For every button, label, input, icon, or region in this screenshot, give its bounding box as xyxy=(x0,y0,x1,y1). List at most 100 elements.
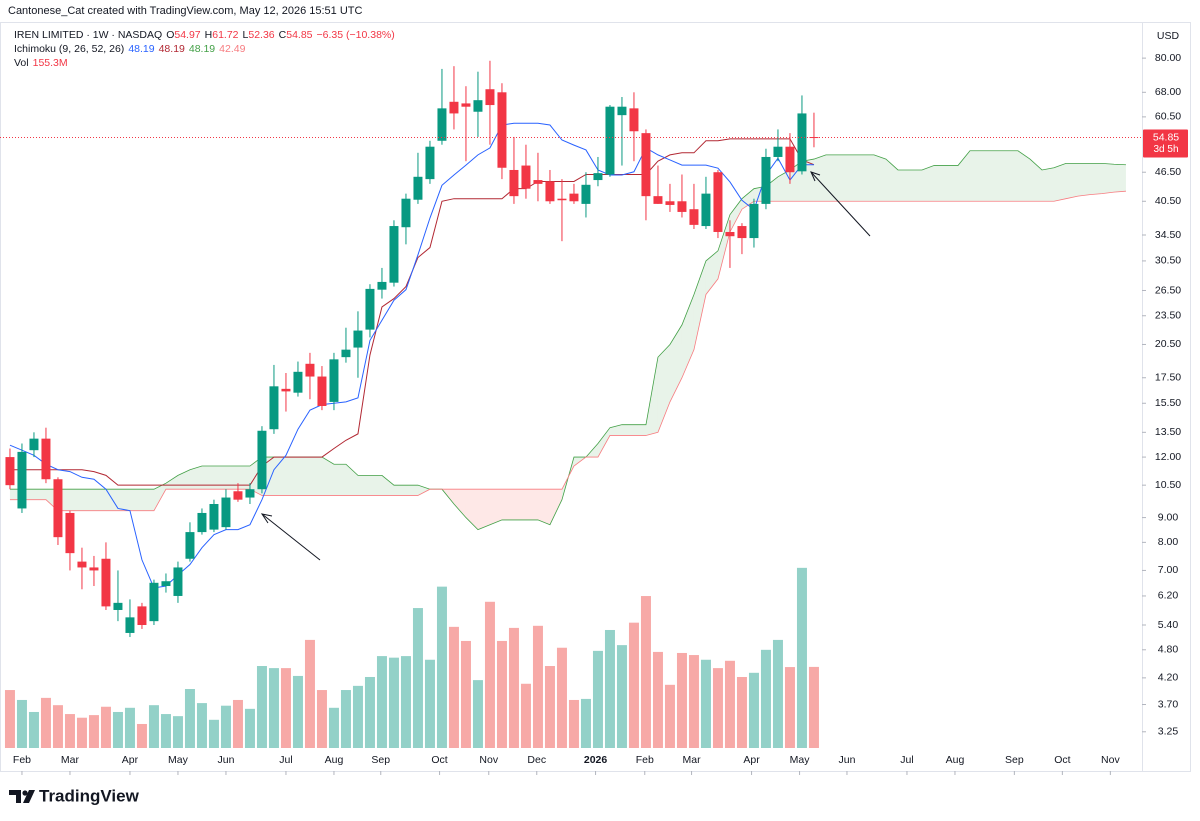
price-label-box xyxy=(1143,129,1188,158)
y-tick-label: 15.50 xyxy=(1155,397,1181,409)
candle-body xyxy=(221,497,231,528)
cloud-segment xyxy=(681,294,694,378)
y-tick-label: 8.00 xyxy=(1158,536,1179,548)
cloud-segment xyxy=(309,457,322,496)
candle-body xyxy=(713,172,723,232)
volume-bar xyxy=(256,666,267,748)
x-tick-label: May xyxy=(168,754,189,766)
cloud-segment xyxy=(381,475,394,496)
x-tick-label: Mar xyxy=(61,754,80,766)
candle-body xyxy=(413,176,423,200)
x-tick-label: Sep xyxy=(371,754,390,766)
volume-bar xyxy=(388,657,399,748)
volume-bar xyxy=(160,714,171,748)
candle-body xyxy=(77,561,87,568)
candle-body xyxy=(269,386,279,430)
volume-bar xyxy=(460,640,471,748)
y-tick-label: 10.50 xyxy=(1155,479,1181,491)
y-tick-label: 6.20 xyxy=(1158,590,1179,602)
cloud-segment xyxy=(669,324,682,402)
candle-body xyxy=(377,281,387,290)
y-tick-label: 9.00 xyxy=(1158,511,1179,523)
volume-bar xyxy=(28,711,39,748)
volume-bar xyxy=(640,596,651,748)
cloud-segment xyxy=(777,169,790,202)
candle-body xyxy=(389,226,399,283)
volume-bar xyxy=(520,683,531,748)
y-tick-label: 4.20 xyxy=(1158,672,1179,684)
volume-value: 155.3M xyxy=(32,57,68,69)
cloud-segment xyxy=(981,150,994,202)
brand-name: TradingView xyxy=(39,786,140,805)
x-tick-label: Apr xyxy=(743,754,760,766)
cloud-segment xyxy=(285,457,298,496)
cloud-segment xyxy=(237,466,250,490)
indicator-value: 48.19 xyxy=(188,43,216,55)
y-tick-label: 3.25 xyxy=(1158,726,1179,738)
annotation-arrow xyxy=(260,513,321,561)
volume-bar xyxy=(184,688,195,748)
cloud-segment xyxy=(549,489,562,525)
cloud-segment xyxy=(1065,163,1078,199)
candle-body xyxy=(617,106,627,116)
candle-body xyxy=(353,330,363,348)
y-tick-label: 20.50 xyxy=(1155,338,1181,350)
leading-span-b xyxy=(9,190,1126,512)
volume-bar xyxy=(52,705,63,748)
cloud-segment xyxy=(849,154,862,202)
candle-body xyxy=(89,567,99,571)
y-tick-label: 4.80 xyxy=(1158,644,1179,656)
cloud-segment xyxy=(717,214,730,279)
ohlc-value: 54.97 xyxy=(174,29,201,41)
ohlc-key: O xyxy=(166,29,175,41)
cloud-segment xyxy=(417,485,430,496)
candle-body xyxy=(749,203,759,239)
candle-body xyxy=(797,113,807,172)
volume-bar xyxy=(532,625,543,748)
candle-body xyxy=(581,184,591,204)
cloud-segment xyxy=(1041,167,1054,202)
cloud-segment xyxy=(117,489,130,511)
candle-body xyxy=(29,438,39,451)
volume-bar xyxy=(268,668,279,748)
cloud-segment xyxy=(693,260,706,350)
candle-body xyxy=(41,438,51,480)
volume-bar xyxy=(664,684,675,748)
candle-body xyxy=(761,156,771,204)
candle-body xyxy=(233,491,243,500)
cloud-segment xyxy=(501,489,514,520)
cloud-segment xyxy=(297,457,310,496)
cloud-segment xyxy=(621,424,634,436)
x-tick-label: Dec xyxy=(527,754,546,766)
cloud-segment xyxy=(129,489,142,511)
candle-body xyxy=(341,349,351,358)
indicator-value: 48.19 xyxy=(158,43,185,55)
candle-body xyxy=(317,376,327,406)
candle-body xyxy=(557,198,567,201)
candle-body xyxy=(509,169,519,197)
candle-body xyxy=(65,512,75,554)
volume-legend: Vol 155.3M xyxy=(14,57,72,69)
volume-bar xyxy=(328,707,339,748)
candle-body xyxy=(437,108,447,141)
symbol-legend: IREN LIMITED · 1W · NASDAQ O54.97 H61.72 L5… xyxy=(14,29,399,41)
brand-logo xyxy=(9,790,35,803)
candle-body xyxy=(401,198,411,228)
y-tick-label: 3.70 xyxy=(1158,698,1179,710)
cloud-segment xyxy=(333,464,346,496)
y-tick-label: 13.50 xyxy=(1155,426,1181,438)
y-tick-label: 60.50 xyxy=(1155,111,1181,123)
y-tick-label: 23.50 xyxy=(1155,310,1181,322)
cloud-segment xyxy=(885,159,898,202)
ohlc-value: 61.72 xyxy=(212,29,239,41)
y-tick-label: 68.00 xyxy=(1155,86,1181,98)
x-tick-label: Oct xyxy=(431,754,447,766)
volume-bar xyxy=(472,680,483,748)
x-tick-label: Sep xyxy=(1005,754,1024,766)
volume-bar xyxy=(676,652,687,748)
volume-bar xyxy=(604,629,615,748)
candle-body xyxy=(665,201,675,205)
y-tick-label: 5.40 xyxy=(1158,619,1179,631)
volume-bar xyxy=(64,714,75,748)
volume-bar xyxy=(628,622,639,748)
